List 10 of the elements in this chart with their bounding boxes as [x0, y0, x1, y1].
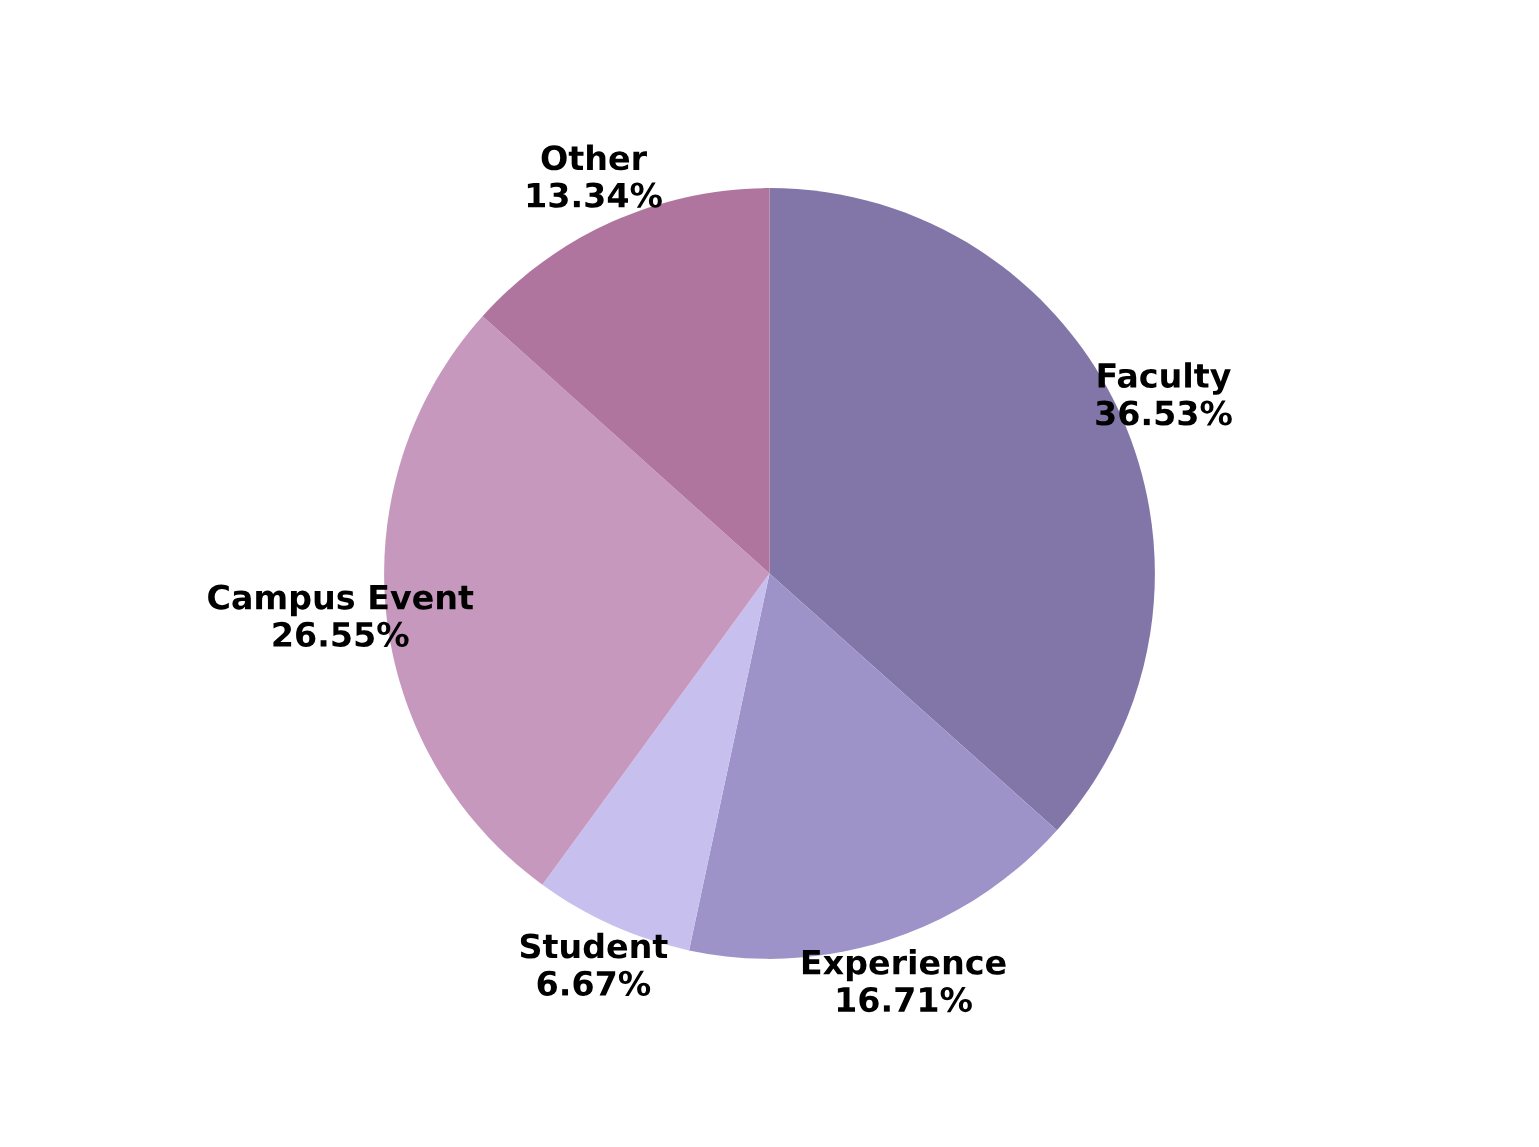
slice-label: Faculty	[1098, 362, 1231, 395]
data-label: 36.53%	[1096, 400, 1232, 426]
data-label: 13.34%	[527, 182, 662, 208]
slice-label: Experience	[802, 949, 1006, 982]
data-label: 16.71%	[837, 986, 972, 1013]
data-label: 26.55%	[273, 621, 409, 647]
slice-label: Student	[520, 932, 668, 959]
slice-label: Other	[541, 144, 647, 171]
data-label: 6.67%	[537, 970, 651, 996]
slice-label: Campus Event	[208, 584, 474, 617]
